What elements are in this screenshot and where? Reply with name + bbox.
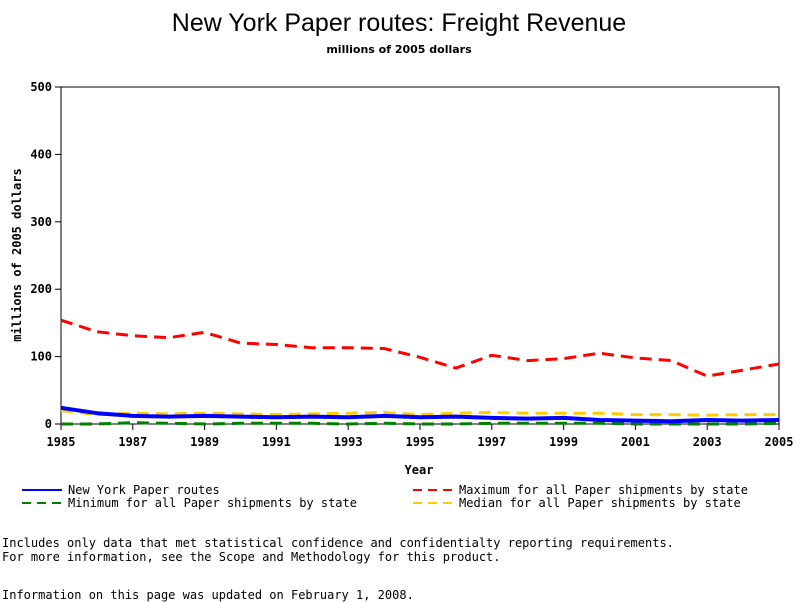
legend-label: New York Paper routes: [68, 483, 220, 497]
plot-area: [60, 318, 780, 426]
x-axis-label: Year: [405, 463, 434, 477]
footnotes: Includes only data that met statistical …: [2, 536, 674, 564]
y-tick-label: 400: [30, 147, 52, 161]
y-tick-label: 0: [45, 417, 52, 431]
x-tick-label: 2001: [621, 435, 650, 449]
y-tick-label: 500: [30, 80, 52, 94]
x-axis: 1985 1987 1989 1991 1993 1995 1997 1999 2001 2003…: [47, 424, 794, 449]
x-tick-label: 2005: [765, 435, 794, 449]
chart-subtitle: millions of 2005 dollars: [326, 43, 472, 56]
x-tick-label: 1989: [190, 435, 219, 449]
y-tick-label: 200: [30, 282, 52, 296]
updated-note: Information on this page was updated on …: [2, 588, 414, 602]
y-tick-label: 300: [30, 215, 52, 229]
series-line-3: [60, 409, 779, 417]
series-line-0: [60, 405, 780, 424]
x-tick-label: 1987: [118, 435, 147, 449]
plot-frame: [60, 86, 780, 425]
x-tick-label: 1993: [334, 435, 363, 449]
y-tick-label: 100: [30, 350, 52, 364]
y-axis-label: millions of 2005 dollars: [10, 168, 24, 341]
footnote-line-1: Includes only data that met statistical …: [2, 536, 674, 550]
x-tick-label: 1995: [406, 435, 435, 449]
x-tick-label: 1985: [47, 435, 76, 449]
series-line-2: [61, 421, 780, 426]
y-axis: 0 100 200 300 400 500: [30, 80, 61, 431]
x-tick-label: 2003: [693, 435, 722, 449]
chart-title: New York Paper routes: Freight Revenue: [172, 9, 626, 37]
footnote-line-2: For more information, see the Scope and …: [2, 550, 501, 564]
x-tick-label: 1999: [549, 435, 578, 449]
x-tick-label: 1997: [477, 435, 506, 449]
legend-label: Maximum for all Paper shipments by state: [459, 483, 748, 497]
legend-label: Minimum for all Paper shipments by state: [68, 496, 357, 510]
legend: New York Paper routes Maximum for all Pap…: [22, 483, 748, 510]
series-line-1: [60, 318, 780, 378]
legend-label: Median for all Paper shipments by state: [459, 496, 741, 510]
x-tick-label: 1991: [262, 435, 291, 449]
